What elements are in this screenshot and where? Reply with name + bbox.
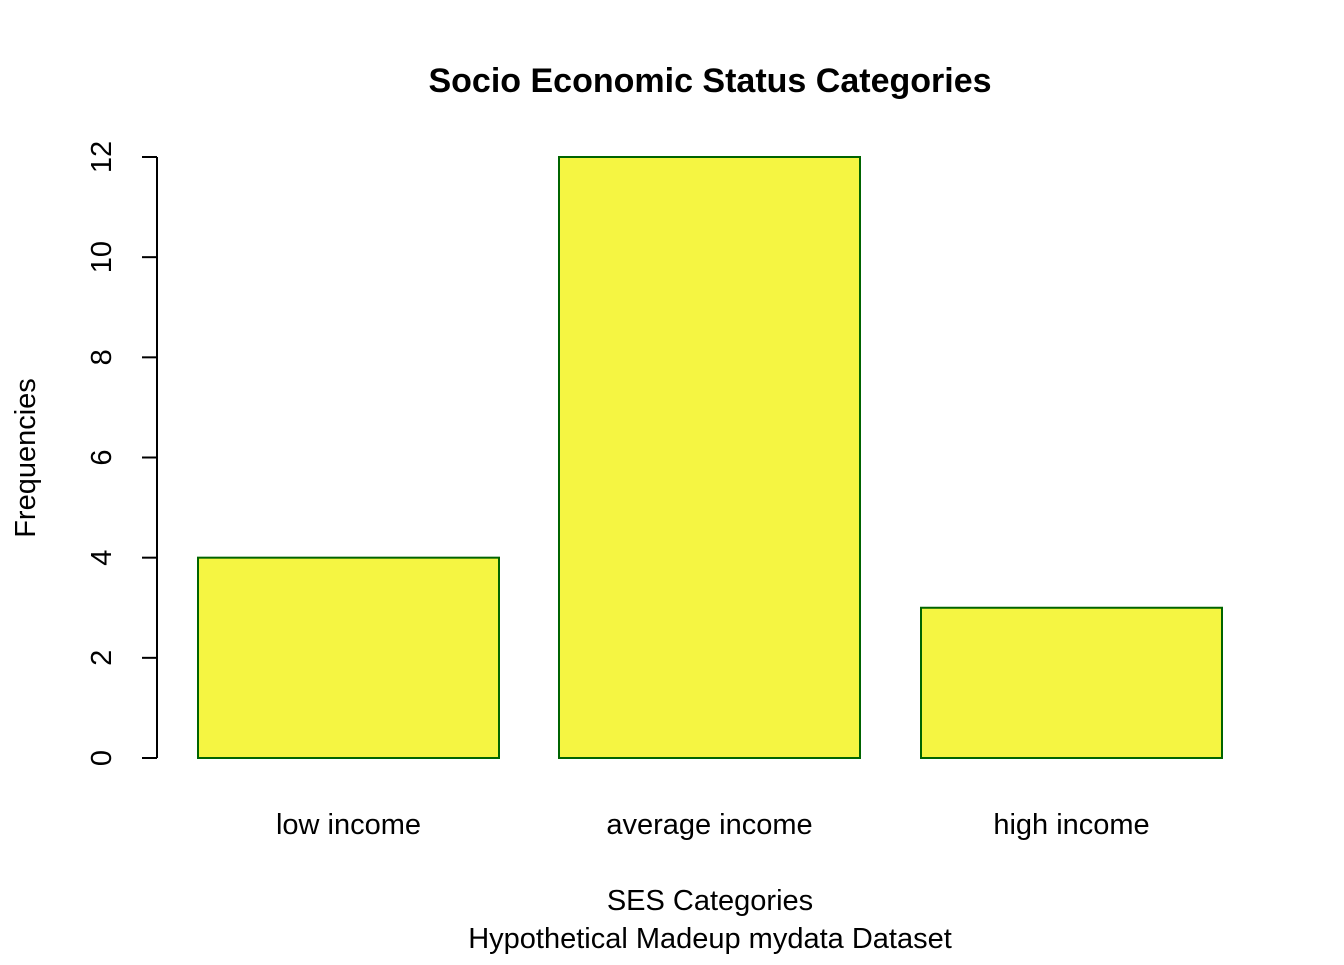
y-tick-label: 6: [86, 449, 118, 465]
y-tick-label: 12: [86, 141, 118, 173]
bar-high-income: [920, 606, 1223, 759]
chart-title: Socio Economic Status Categories: [428, 62, 991, 100]
bar-average-income: [558, 156, 861, 759]
bar-low-income: [197, 556, 500, 760]
x-axis-title: SES Categories: [607, 885, 813, 917]
y-tick-label: 0: [86, 750, 118, 766]
x-category-label: high income: [993, 809, 1149, 841]
x-category-label: average income: [606, 809, 812, 841]
y-axis-title: Frequencies: [10, 378, 42, 538]
y-axis: 0 2 4 6 8 10 12: [86, 141, 158, 766]
y-tick-label: 8: [86, 349, 118, 365]
x-axis-subtitle: Hypothetical Madeup mydata Dataset: [468, 923, 952, 955]
x-category-labels: low income average income high income: [276, 809, 1150, 841]
x-category-label: low income: [276, 809, 421, 841]
y-tick-label: 4: [86, 550, 118, 566]
bars: [197, 156, 1223, 760]
y-tick-label: 2: [86, 650, 118, 666]
y-tick-label: 10: [86, 241, 118, 273]
